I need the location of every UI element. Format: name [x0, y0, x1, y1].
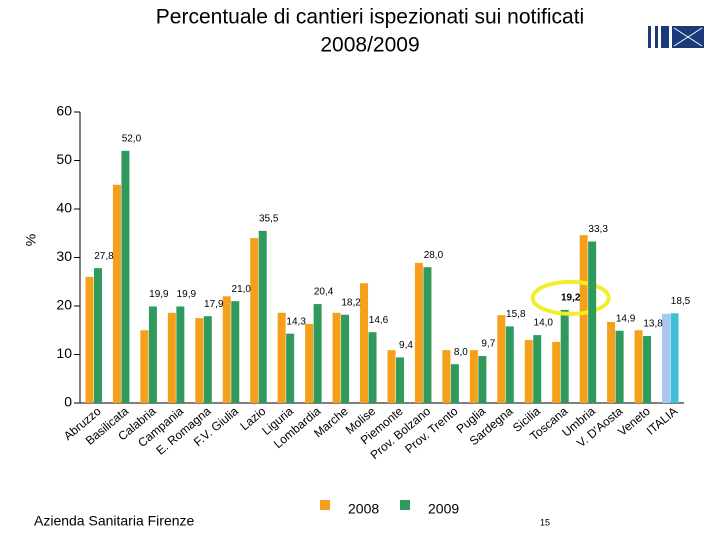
legend-swatch	[320, 500, 330, 510]
bar	[167, 312, 176, 403]
bar	[560, 309, 569, 403]
data-label: 8,0	[454, 347, 468, 358]
y-tick-label: 0	[64, 394, 72, 410]
data-label: 19,2	[561, 293, 581, 304]
bar	[231, 301, 240, 403]
bar	[140, 330, 149, 403]
data-label: 27,8	[94, 251, 114, 262]
bar	[313, 304, 322, 403]
bar	[670, 313, 679, 403]
bar	[387, 350, 396, 403]
bar	[634, 330, 643, 403]
chart-title: Percentuale di cantieri ispezionati sui …	[156, 6, 584, 29]
bar	[305, 323, 314, 403]
data-label: 35,5	[259, 213, 279, 224]
bar	[112, 184, 121, 403]
logo	[648, 26, 704, 48]
legend-swatch	[400, 500, 410, 510]
data-label: 14,6	[369, 315, 389, 326]
bar	[93, 268, 102, 403]
bar	[450, 364, 459, 403]
bar	[552, 341, 561, 403]
data-label: 52,0	[122, 133, 142, 144]
bar	[533, 335, 542, 403]
y-tick-label: 40	[56, 200, 72, 216]
y-tick-label: 50	[56, 151, 72, 167]
bar	[395, 357, 404, 403]
highlight-circle	[530, 279, 611, 316]
bar	[250, 238, 259, 403]
x-tick-label: Veneto	[615, 404, 653, 439]
page-number: 15	[540, 517, 550, 527]
bar	[332, 312, 341, 403]
data-label: 19,9	[177, 289, 197, 300]
data-label: 17,9	[204, 299, 224, 310]
bar	[148, 306, 157, 403]
data-label: 21,0	[232, 284, 252, 295]
data-label: 18,2	[341, 297, 361, 308]
bar	[505, 326, 514, 403]
data-label: 14,0	[534, 318, 554, 329]
bar	[423, 267, 432, 403]
bar	[469, 350, 478, 403]
bar	[195, 318, 204, 403]
bar	[121, 150, 130, 403]
bar	[360, 283, 369, 403]
bar	[258, 230, 267, 403]
bar	[607, 322, 616, 403]
data-label: 15,8	[506, 309, 526, 320]
bar	[497, 315, 506, 403]
x-tick-label: ITALIA	[644, 404, 680, 438]
data-label: 9,7	[481, 339, 495, 350]
bar	[615, 330, 624, 403]
chart-subtitle: 2008/2009	[320, 34, 419, 57]
legend-label: 2009	[428, 501, 459, 517]
data-label: 9,4	[399, 340, 413, 351]
bar	[85, 276, 94, 403]
bar	[643, 336, 652, 403]
data-label: 19,9	[149, 289, 169, 300]
footer: Azienda Sanitaria Firenze	[34, 513, 195, 529]
bar	[662, 313, 671, 403]
y-tick-label: 60	[56, 103, 72, 119]
data-label: 28,0	[424, 250, 444, 261]
bar	[277, 312, 286, 403]
bar	[524, 339, 533, 403]
y-tick-label: 10	[56, 345, 72, 361]
bar	[368, 332, 377, 403]
bar	[478, 355, 487, 403]
bar	[286, 333, 295, 403]
data-label: 20,4	[314, 287, 334, 298]
bar	[203, 316, 212, 403]
data-label: 14,9	[616, 313, 636, 324]
bar	[442, 350, 451, 403]
y-tick-label: 30	[56, 248, 72, 264]
data-label: 33,3	[588, 224, 608, 235]
bar	[176, 306, 185, 403]
bar	[341, 314, 350, 403]
bar	[414, 262, 423, 403]
legend-label: 2008	[348, 501, 379, 517]
data-label: 13,8	[643, 319, 663, 330]
bar	[222, 296, 231, 403]
data-label: 18,5	[671, 296, 691, 307]
y-axis-label: %	[23, 234, 39, 246]
y-tick-label: 20	[56, 297, 72, 313]
bar	[588, 241, 597, 403]
data-label: 14,3	[286, 316, 306, 327]
bar	[579, 235, 588, 403]
